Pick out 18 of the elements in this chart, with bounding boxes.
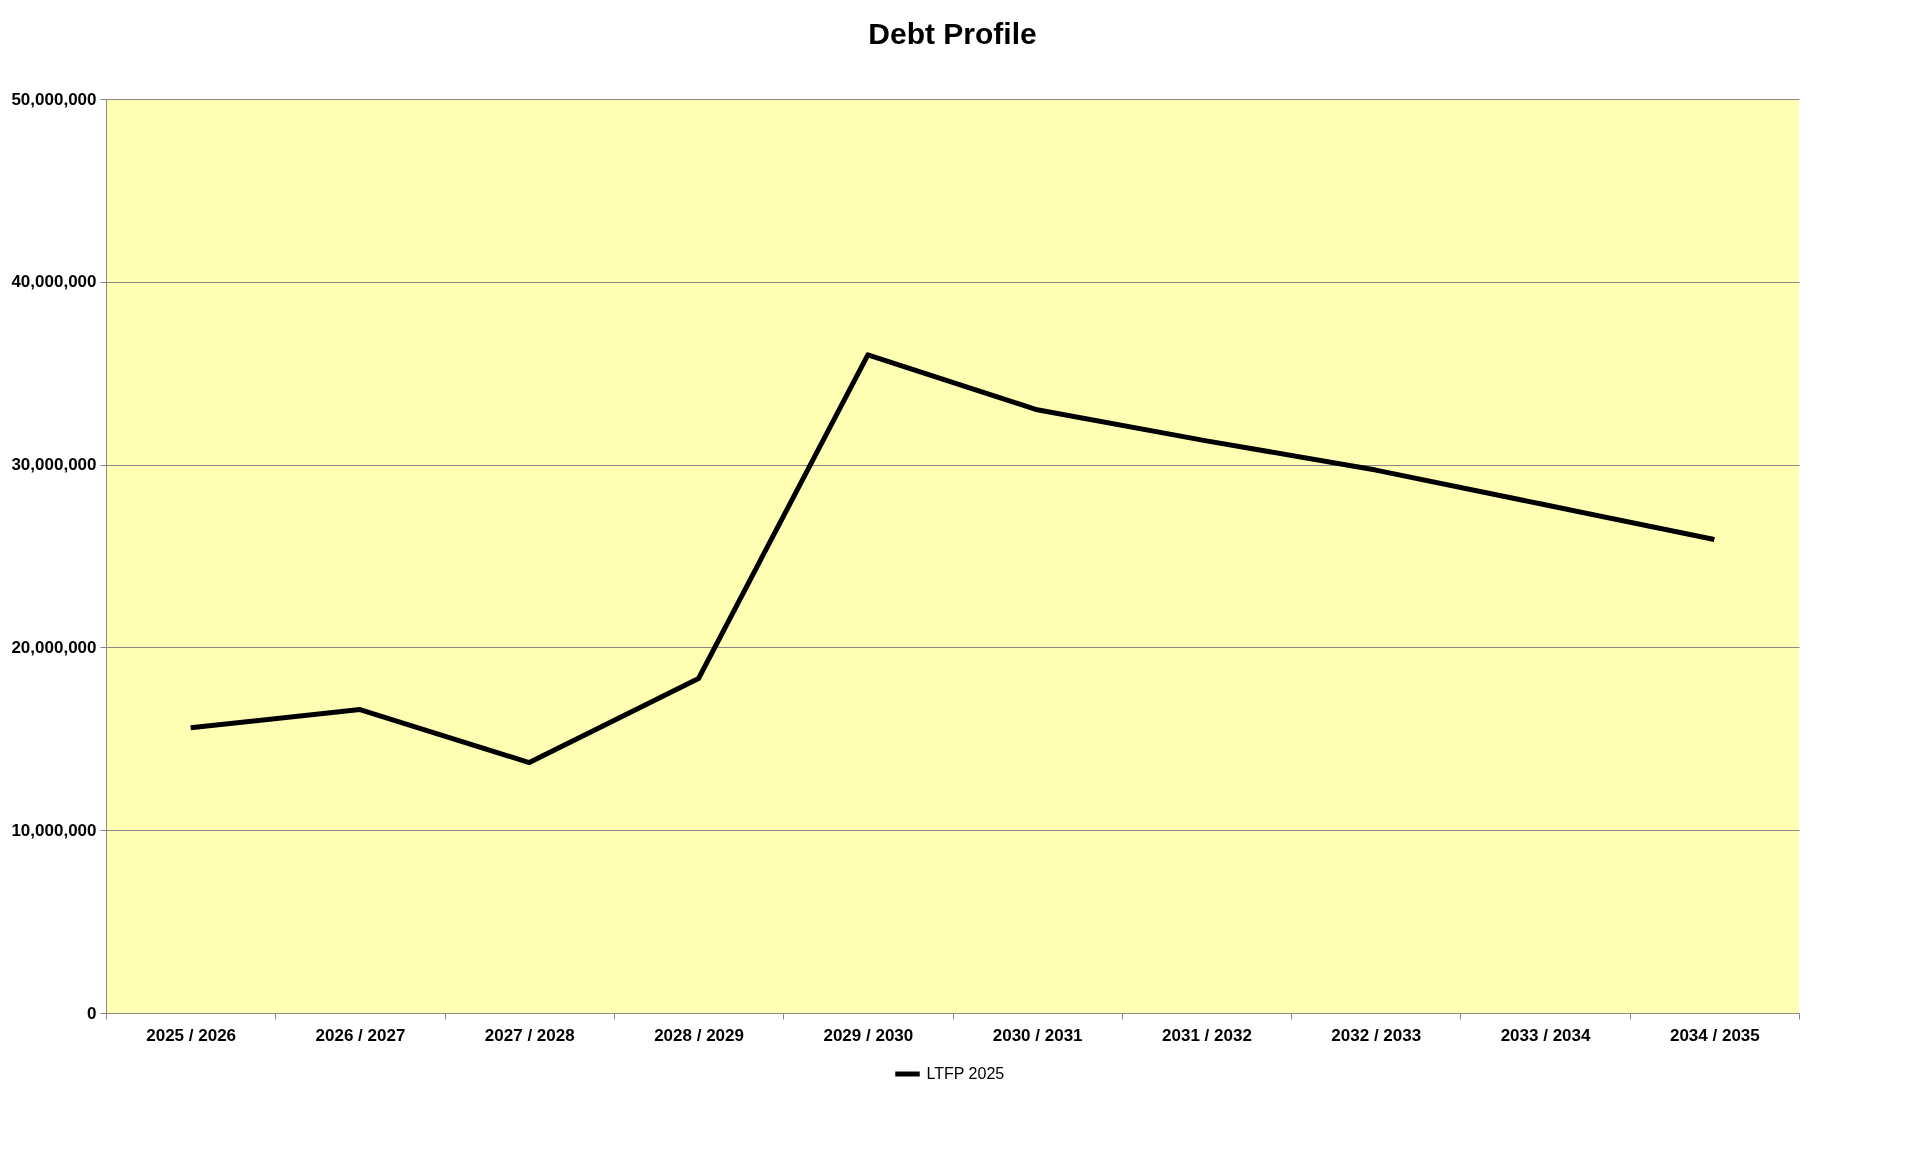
x-tick-label: 2025 / 2026 xyxy=(146,1025,237,1045)
x-tick-label: 2026 / 2027 xyxy=(315,1025,406,1045)
x-tick-label: 2027 / 2028 xyxy=(484,1025,575,1045)
x-tick-label: 2028 / 2029 xyxy=(654,1025,744,1045)
y-tick-label: 40,000,000 xyxy=(11,272,97,292)
chart-title: Debt Profile xyxy=(868,17,1037,50)
x-tick-label: 2034 / 2035 xyxy=(1669,1025,1760,1045)
y-tick-label: 50,000,000 xyxy=(11,89,97,109)
x-tick-label: 2031 / 2032 xyxy=(1162,1025,1252,1045)
legend-label: LTFP 2025 xyxy=(926,1065,1005,1082)
y-tick-label: 30,000,000 xyxy=(11,455,97,475)
x-tick-label: 2030 / 2031 xyxy=(992,1025,1083,1045)
y-tick-label: 20,000,000 xyxy=(11,637,97,657)
y-tick-label: 10,000,000 xyxy=(11,820,97,840)
x-tick-label: 2032 / 2033 xyxy=(1331,1025,1422,1045)
y-tick-label: 0 xyxy=(87,1003,97,1023)
x-tick-label: 2033 / 2034 xyxy=(1500,1025,1591,1045)
x-tick-label: 2029 / 2030 xyxy=(823,1025,914,1045)
